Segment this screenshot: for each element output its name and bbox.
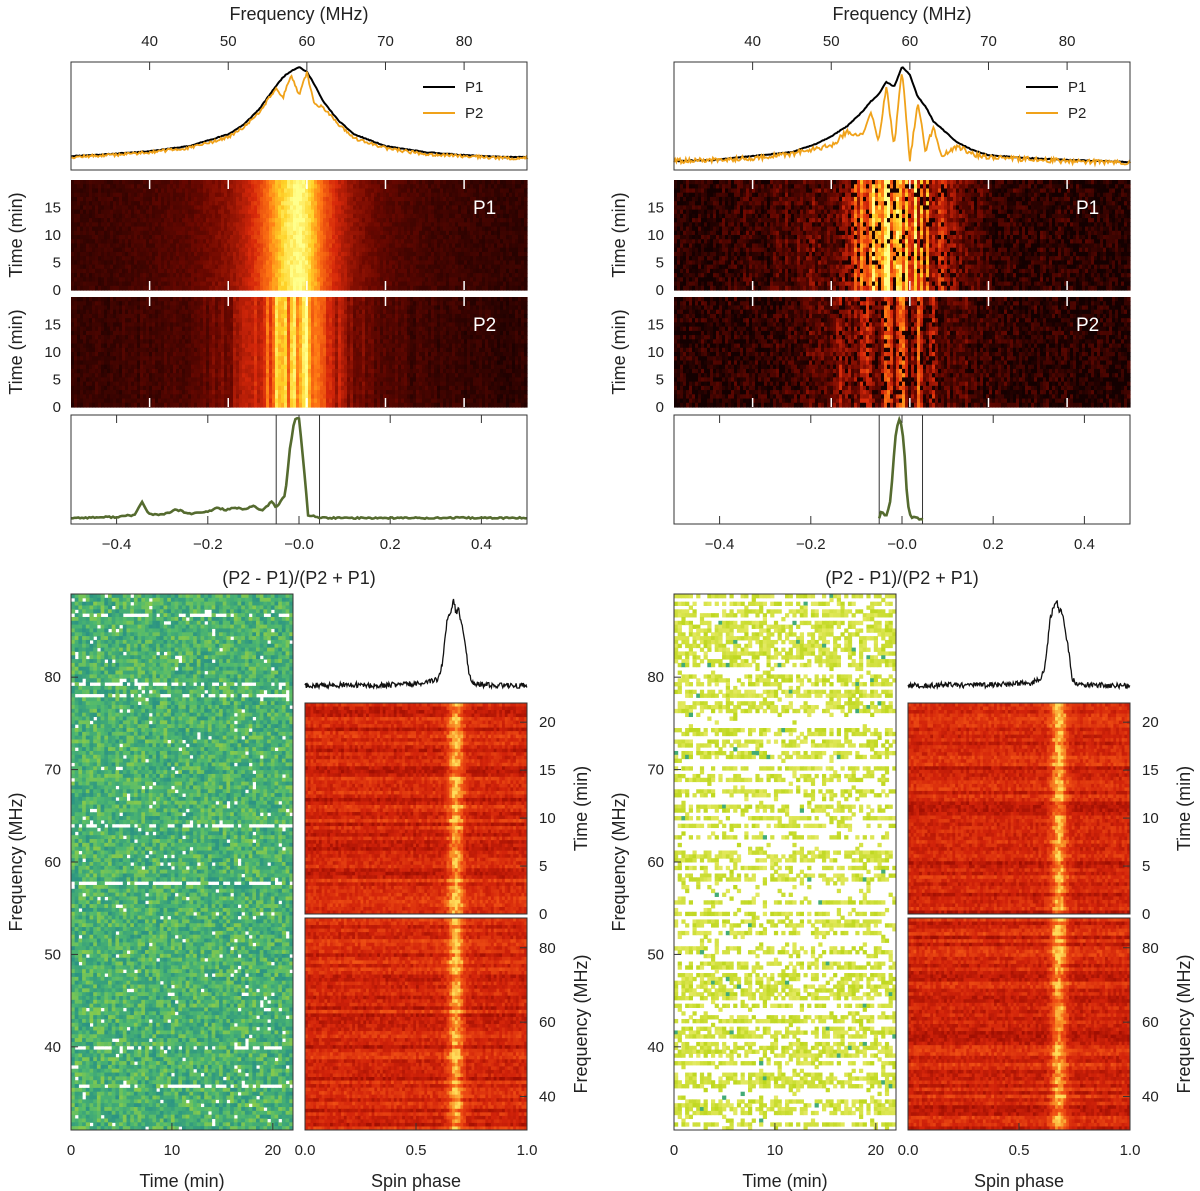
- left-legend-label-0: P1: [465, 79, 483, 96]
- left-spectrum-tick-2: 60: [299, 33, 316, 50]
- left-spectrum-legend: P1 P2: [423, 79, 483, 122]
- left-legend-label-1: P2: [465, 105, 483, 122]
- left-spectrum-panel: Frequency (MHz) 40 50 60 70 80 P1 P2: [71, 4, 527, 160]
- left-spectrum-tick-0: 40: [141, 33, 158, 50]
- left-spectrum-series-P2: [71, 72, 527, 160]
- left-spectrum-xlabel: Frequency (MHz): [229, 4, 368, 24]
- left-spectrum-series-P1: [71, 67, 527, 157]
- left-column: Frequency (MHz) 40 50 60 70 80 P1 P2 P1051015Tim…: [6, 4, 591, 1191]
- left-spectrum-tick-1: 50: [220, 33, 237, 50]
- left-spectrum-tick-3: 70: [377, 33, 394, 50]
- left-spectrum-tick-4: 80: [456, 33, 473, 50]
